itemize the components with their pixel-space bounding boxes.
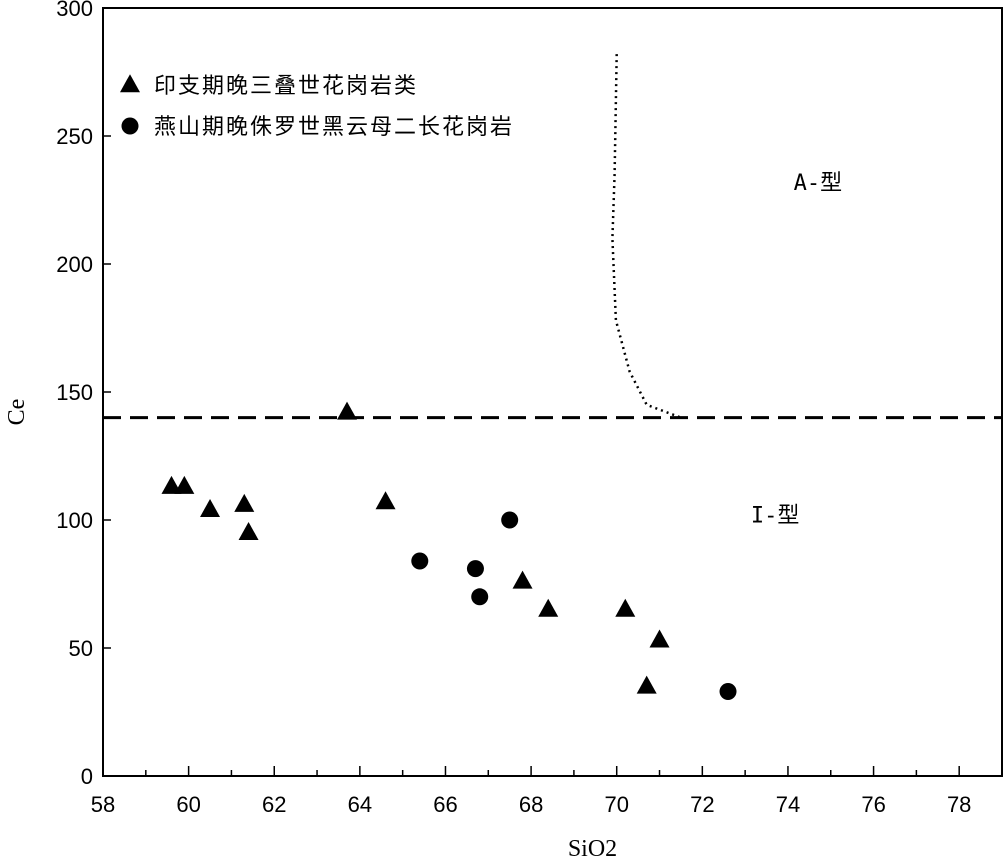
- x-tick-label: 64: [348, 792, 372, 817]
- y-tick-label: 0: [81, 764, 93, 789]
- circle-point: [719, 683, 737, 701]
- x-tick-label: 74: [776, 792, 800, 817]
- legend-label: 燕山期晚侏罗世黑云母二长花岗岩: [154, 115, 514, 140]
- x-tick-label: 76: [861, 792, 885, 817]
- triangle-point: [161, 475, 182, 494]
- circle-point: [466, 560, 484, 578]
- legend-label: 印支期晚三叠世花岗岩类: [154, 74, 418, 99]
- triangle-point: [649, 629, 670, 648]
- triangle-point: [636, 675, 657, 694]
- circle-point: [501, 511, 519, 529]
- y-tick-label: 150: [56, 380, 93, 405]
- y-tick-label: 250: [56, 124, 93, 149]
- x-axis-ticks: 58 60 62 64 66 68 70 72 74 76 78: [91, 766, 1003, 817]
- y-tick-label: 50: [69, 636, 93, 661]
- x-axis-title: SiO2: [568, 836, 617, 860]
- triangle-point: [615, 598, 636, 617]
- y-axis-title: Ce: [4, 399, 30, 426]
- x-tick-label: 60: [176, 792, 200, 817]
- x-tick-label: 78: [947, 792, 971, 817]
- x-tick-label: 58: [91, 792, 115, 817]
- plot-frame: [102, 7, 1003, 777]
- region-label: A-型: [794, 171, 843, 196]
- triangle-point: [200, 498, 221, 517]
- x-tick-label: 70: [604, 792, 628, 817]
- a-type-boundary-dotted-curve: [611, 54, 682, 419]
- y-tick-label: 300: [56, 0, 93, 21]
- triangle-point: [538, 598, 559, 617]
- x-tick-label: 62: [262, 792, 286, 817]
- data-points: [161, 401, 737, 701]
- x-tick-label: 68: [519, 792, 543, 817]
- triangle-point: [337, 401, 358, 420]
- x-tick-label: 66: [433, 792, 457, 817]
- triangle-point: [375, 491, 396, 510]
- y-tick-label: 100: [56, 508, 93, 533]
- triangle-point: [174, 475, 195, 494]
- classification-boundaries: [103, 54, 1002, 420]
- legend-circle-icon: [121, 117, 139, 135]
- y-tick-label: 200: [56, 252, 93, 277]
- circle-point: [471, 588, 489, 606]
- triangle-point: [512, 570, 533, 589]
- region-label: I-型: [751, 504, 800, 529]
- x-tick-label: 72: [690, 792, 714, 817]
- triangle-point: [238, 522, 259, 540]
- region-labels: A-型 I-型: [751, 171, 842, 529]
- circle-point: [411, 552, 429, 570]
- legend-triangle-icon: [120, 74, 140, 93]
- triangle-point: [234, 493, 255, 512]
